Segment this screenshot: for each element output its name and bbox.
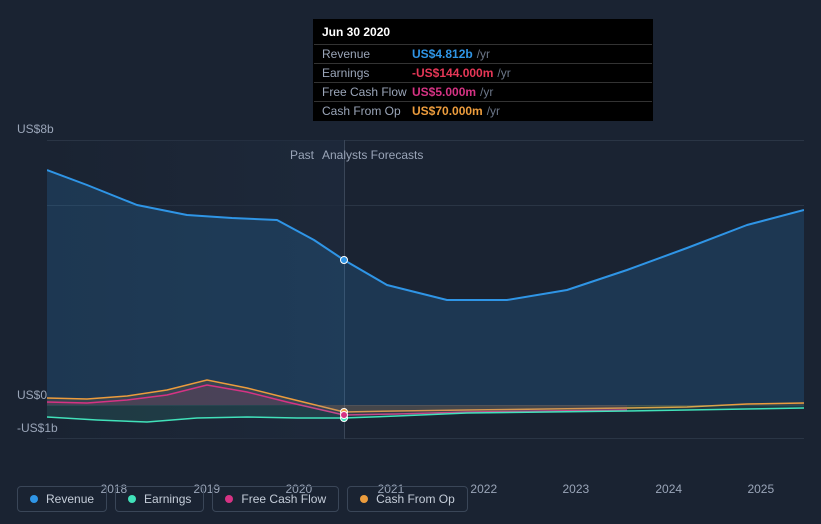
y-axis-label: US$8b <box>17 122 54 136</box>
legend-label: Earnings <box>144 492 191 506</box>
tooltip-row-label: Revenue <box>322 47 412 61</box>
legend-label: Revenue <box>46 492 94 506</box>
hover-marker <box>340 411 348 419</box>
tooltip-row: Free Cash FlowUS$5.000m/yr <box>314 83 652 102</box>
chart: US$8bUS$0-US$1b Past Analysts Forecasts … <box>17 125 804 474</box>
legend-dot-icon <box>225 495 233 503</box>
legend-dot-icon <box>360 495 368 503</box>
x-axis-label: 2024 <box>655 482 682 496</box>
tooltip-row: Earnings-US$144.000m/yr <box>314 64 652 83</box>
legend-dot-icon <box>128 495 136 503</box>
tooltip-row-label: Free Cash Flow <box>322 85 412 99</box>
tooltip-date: Jun 30 2020 <box>314 20 652 45</box>
x-axis-label: 2023 <box>563 482 590 496</box>
legend-item[interactable]: Earnings <box>115 486 204 512</box>
legend-label: Cash From Op <box>376 492 455 506</box>
tooltip-row-unit: /yr <box>480 85 493 99</box>
tooltip-row-unit: /yr <box>477 47 490 61</box>
tooltip-row-value: -US$144.000m <box>412 66 493 80</box>
legend: Revenue Earnings Free Cash Flow Cash From O… <box>17 486 468 512</box>
tooltip-row-unit: /yr <box>497 66 510 80</box>
legend-item[interactable]: Cash From Op <box>347 486 468 512</box>
tooltip-row-value: US$5.000m <box>412 85 476 99</box>
hover-marker <box>340 256 348 264</box>
tooltip-row-value: US$70.000m <box>412 104 483 118</box>
x-axis-label: 2022 <box>470 482 497 496</box>
legend-item[interactable]: Revenue <box>17 486 107 512</box>
tooltip-row-label: Earnings <box>322 66 412 80</box>
tooltip-row-unit: /yr <box>487 104 500 118</box>
plot-svg[interactable] <box>47 140 804 439</box>
tooltip: Jun 30 2020 RevenueUS$4.812b/yrEarnings-… <box>313 19 653 121</box>
tooltip-row-value: US$4.812b <box>412 47 473 61</box>
legend-item[interactable]: Free Cash Flow <box>212 486 339 512</box>
tooltip-row: Cash From OpUS$70.000m/yr <box>314 102 652 120</box>
tooltip-rows: RevenueUS$4.812b/yrEarnings-US$144.000m/… <box>314 45 652 120</box>
legend-label: Free Cash Flow <box>241 492 326 506</box>
legend-dot-icon <box>30 495 38 503</box>
y-axis-label: US$0 <box>17 388 47 402</box>
tooltip-row: RevenueUS$4.812b/yr <box>314 45 652 64</box>
x-axis-label: 2025 <box>747 482 774 496</box>
tooltip-row-label: Cash From Op <box>322 104 412 118</box>
